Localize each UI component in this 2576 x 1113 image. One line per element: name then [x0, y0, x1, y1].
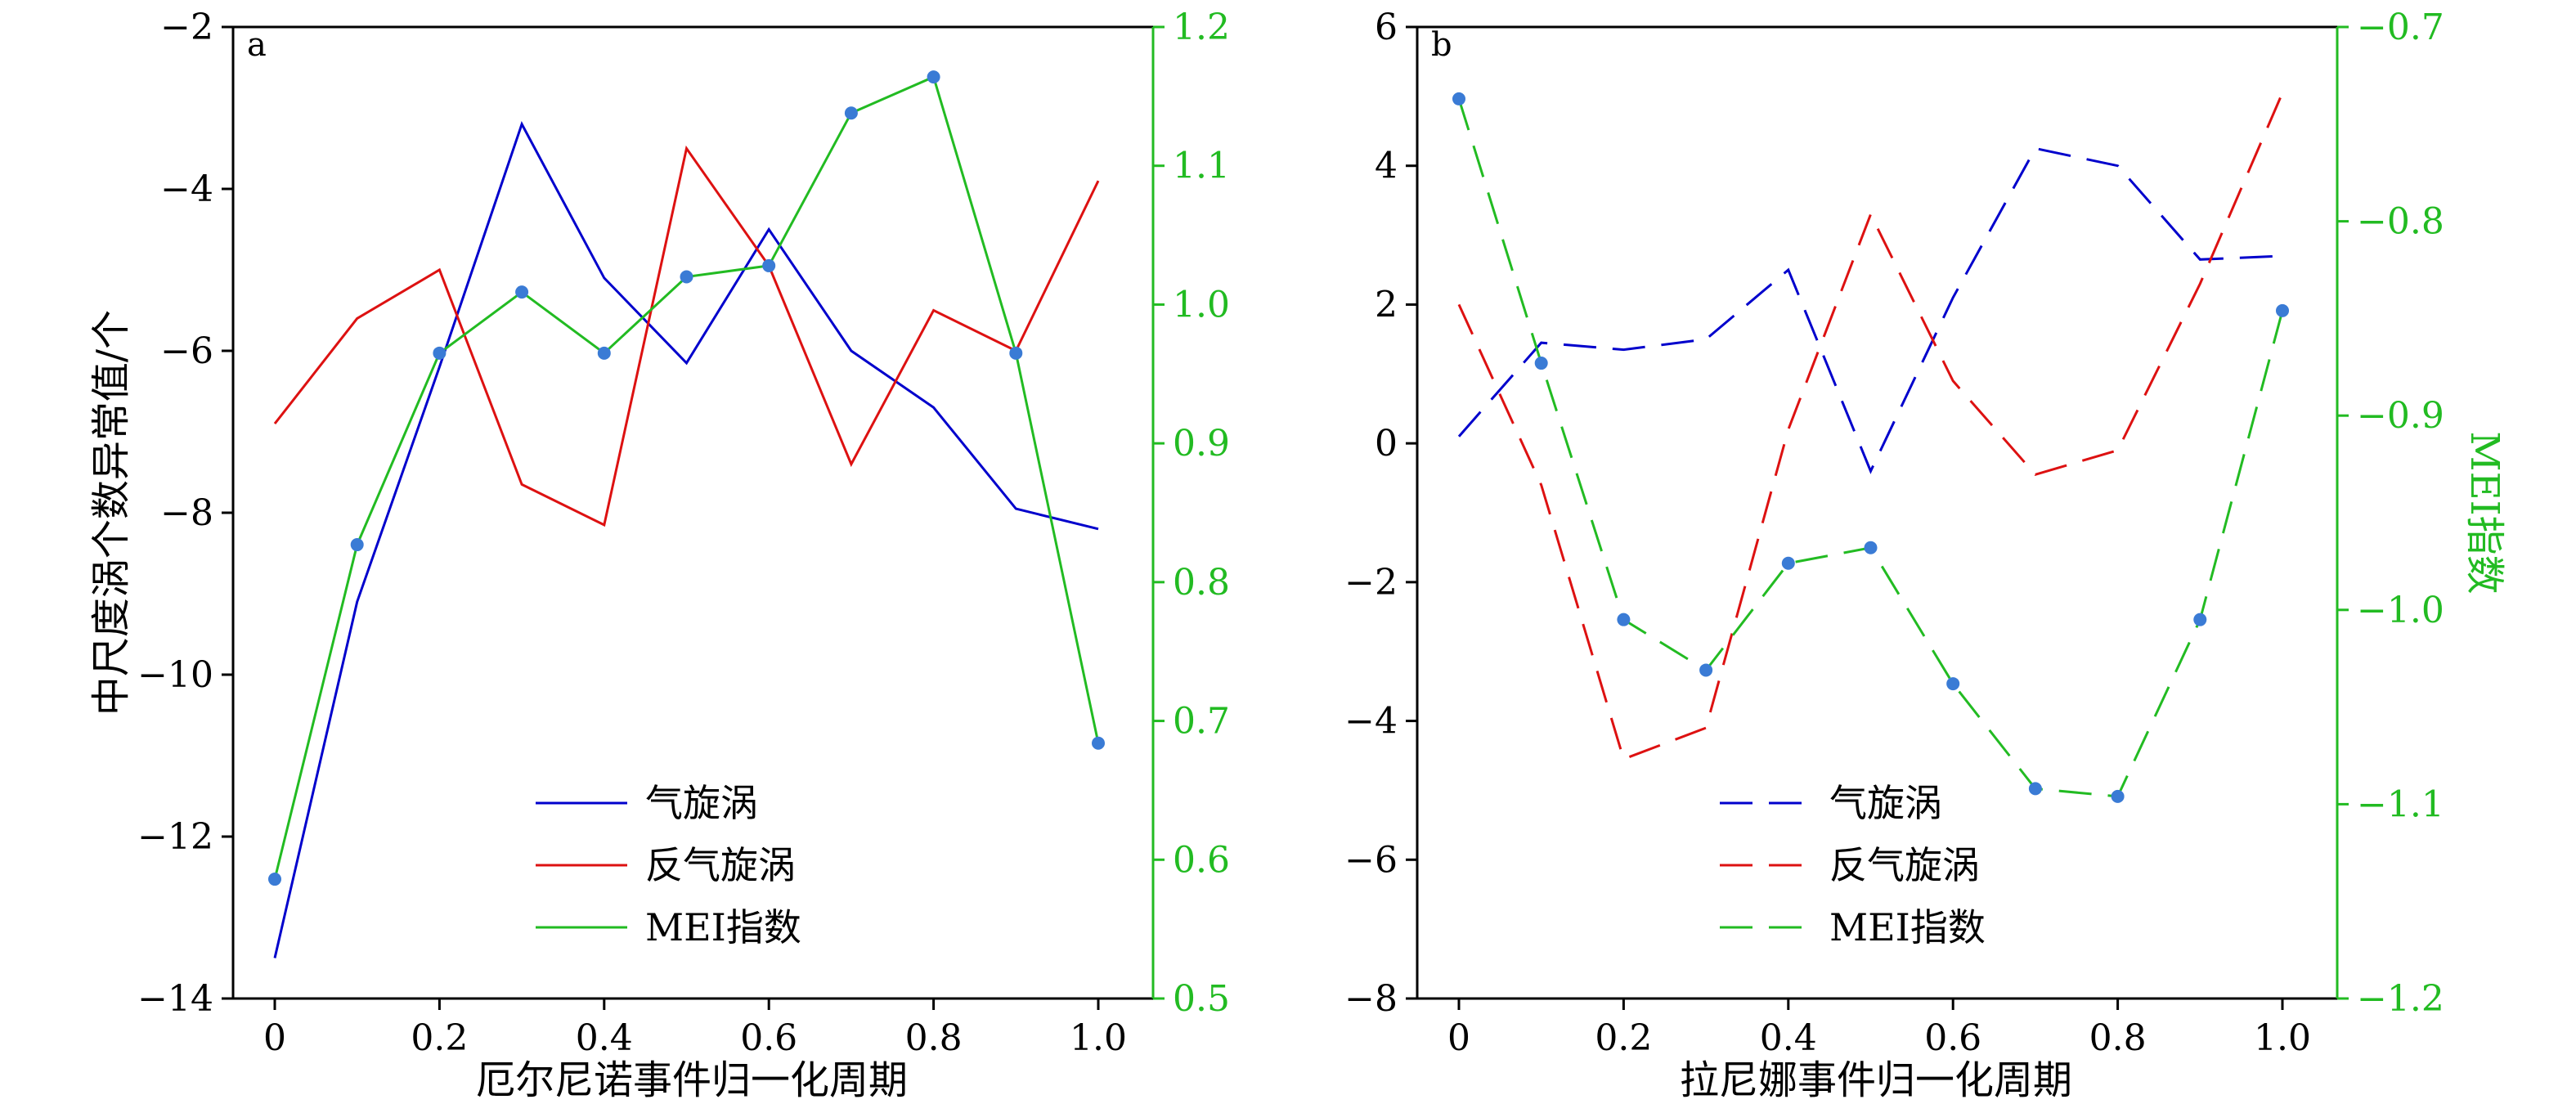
mei-point [1781, 556, 1795, 570]
x-tick-label: 0.8 [905, 1017, 963, 1059]
y-tick-label: −4 [1344, 701, 1398, 743]
panel-a-y2-ticks: 0.5 0.6 0.7 0.8 0.9 1.0 1.1 1.2 [1153, 7, 1230, 1020]
panel-b-x-ticks: 0 0.2 0.4 0.6 0.8 1.0 [1447, 999, 2311, 1059]
y2-tick-label: 0.7 [1173, 701, 1230, 743]
mei-point [1452, 92, 1465, 105]
mei-point [1009, 346, 1023, 360]
series-line-3 [273, 75, 1100, 880]
mei-point [433, 346, 447, 360]
y-tick-label: 2 [1375, 284, 1398, 325]
y-tick-label: 4 [1375, 146, 1398, 187]
mei-point [1699, 663, 1713, 677]
y2-tick-label: −1.2 [2357, 978, 2444, 1020]
panel-b-y2-ticks: −1.2 −1.1 −1.0 −0.9 −0.8 −0.7 [2337, 7, 2444, 1020]
series-line-2 [273, 145, 1100, 527]
y2-tick-label: 0.9 [1173, 423, 1230, 464]
mei-point [515, 285, 529, 299]
y-tick-label: 0 [1375, 423, 1398, 464]
mei-point [268, 873, 281, 886]
x-tick-label: 0.6 [740, 1017, 797, 1059]
y-tick-label: −6 [1344, 839, 1398, 881]
panel-b-y-ticks: −8 −6 −4 −2 0 2 4 6 [1344, 7, 1417, 1020]
panel-b-label: b [1431, 26, 1452, 64]
x-tick-label: 0.6 [1924, 1017, 1981, 1059]
series-line-3 [1457, 98, 2284, 798]
y2-tick-label: 1.0 [1173, 284, 1230, 325]
y-tick-label: −4 [160, 168, 213, 210]
panel-a-x-ticks: 0 0.2 0.4 0.6 0.8 1.0 [263, 999, 1127, 1059]
y-tick-label: −6 [160, 330, 213, 372]
y2-tick-label: −0.8 [2357, 201, 2444, 243]
mei-point [1617, 613, 1631, 626]
panel-a-series [268, 70, 1105, 958]
x-tick-label: 0.8 [2089, 1017, 2147, 1059]
legend-label: 反气旋涡 [1829, 843, 1980, 887]
y-tick-label: −8 [160, 492, 213, 534]
panel-b-y2label: MEI指数 [2462, 431, 2507, 594]
x-tick-label: 1.0 [1070, 1017, 1127, 1059]
y-tick-label: −2 [1344, 562, 1398, 604]
mei-point [350, 538, 364, 552]
y2-tick-label: 0.8 [1173, 562, 1230, 604]
y2-tick-label: −0.7 [2357, 7, 2444, 48]
panel-a-xlabel: 厄尔尼诺事件归一化周期 [476, 1057, 908, 1103]
y-tick-label: −10 [137, 654, 213, 696]
y2-tick-label: 1.2 [1173, 7, 1230, 48]
mei-point [927, 70, 940, 84]
y2-tick-label: 0.5 [1173, 978, 1230, 1020]
panel-b-series [1452, 92, 2289, 803]
legend-label: 反气旋涡 [645, 843, 796, 887]
x-tick-label: 0 [1447, 1017, 1470, 1059]
y-tick-label: −8 [1344, 978, 1398, 1020]
y-tick-label: −12 [137, 816, 213, 858]
series-line-1 [273, 121, 1099, 958]
mei-point [1864, 541, 1878, 554]
panel-b-xlabel: 拉尼娜事件归一化周期 [1680, 1057, 2072, 1103]
mei-point [1092, 736, 1105, 750]
x-tick-label: 0 [263, 1017, 286, 1059]
mei-point [2028, 782, 2042, 796]
y2-tick-label: −1.1 [2357, 783, 2444, 825]
x-tick-label: 0.2 [411, 1017, 468, 1059]
series-line-1 [1457, 146, 2283, 474]
panel-a: a 中尺度涡个数异常值/个 厄尔尼诺事件归一化周期 0 0.2 0.4 0.6 0.8 1… [88, 7, 1230, 1103]
legend-label: MEI指数 [1829, 905, 1986, 949]
y2-tick-label: −1.0 [2357, 590, 2444, 631]
y-tick-label: −14 [137, 978, 213, 1020]
panel-b: b MEI指数 拉尼娜事件归一化周期 0 0.2 0.4 0.6 0.8 1.0 −8 −6… [1344, 7, 2507, 1103]
mei-point [844, 106, 858, 120]
x-tick-label: 0.4 [1760, 1017, 1817, 1059]
y-tick-label: −2 [160, 7, 213, 48]
legend-label: 气旋涡 [645, 781, 758, 825]
mei-point [1946, 677, 1960, 691]
y2-tick-label: 0.6 [1173, 839, 1230, 881]
y2-tick-label: −0.9 [2357, 395, 2444, 437]
x-tick-label: 1.0 [2254, 1017, 2311, 1059]
mei-point [1534, 357, 1548, 370]
panel-a-label: a [247, 26, 267, 64]
legend-label: MEI指数 [645, 905, 801, 949]
mei-point [762, 258, 776, 272]
panel-a-y-ticks: −14 −12 −10 −8 −6 −4 −2 [137, 7, 233, 1020]
panel-a-ylabel: 中尺度涡个数异常值/个 [88, 310, 134, 716]
x-tick-label: 0.4 [576, 1017, 633, 1059]
y-tick-label: 6 [1375, 7, 1398, 48]
mei-point [2193, 613, 2207, 626]
mei-point [680, 270, 693, 284]
mei-point [2276, 303, 2289, 317]
y2-tick-label: 1.1 [1173, 146, 1230, 187]
x-tick-label: 0.2 [1595, 1017, 1652, 1059]
mei-point [597, 346, 611, 360]
mei-point [2111, 789, 2125, 803]
series-line-2 [1457, 92, 2284, 761]
legend-label: 气旋涡 [1829, 781, 1942, 825]
